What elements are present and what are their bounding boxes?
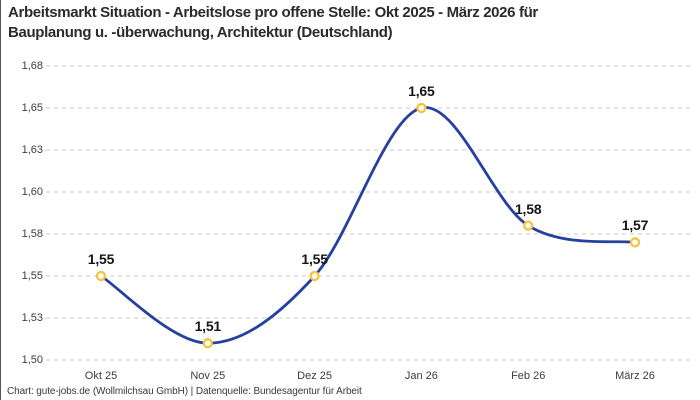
- data-point-marker[interactable]: [629, 237, 641, 248]
- point-value-label: 1,57: [621, 217, 649, 234]
- x-tick-label: Nov 25: [190, 370, 226, 382]
- y-tick-label: 1,65: [21, 102, 43, 114]
- y-tick-label: 1,68: [21, 60, 43, 72]
- y-tick-label: 1,50: [21, 354, 43, 366]
- x-tick-label: März 26: [615, 370, 655, 382]
- point-value-label: 1,58: [514, 200, 542, 217]
- data-point-marker[interactable]: [523, 220, 534, 231]
- chart-title: Arbeitsmarkt Situation - Arbeitslose pro…: [8, 4, 538, 41]
- y-tick-label: 1,60: [21, 186, 43, 198]
- point-value-label: 1,55: [301, 251, 328, 267]
- y-tick-label: 1,58: [21, 228, 43, 240]
- line-series-path: [99, 106, 637, 345]
- window-left-edge: [0, 0, 1, 400]
- point-value-label: 1,51: [194, 318, 222, 335]
- x-tick-label: Dez 25: [297, 370, 333, 382]
- point-value-label: 1,65: [408, 83, 435, 99]
- y-tick-label: 1,53: [21, 312, 43, 324]
- y-tick-label: 1,55: [21, 270, 43, 282]
- data-point-marker[interactable]: [202, 338, 213, 349]
- data-point-marker[interactable]: [95, 270, 107, 282]
- y-tick-label: 1,63: [21, 144, 43, 156]
- data-point-marker[interactable]: [416, 102, 427, 114]
- x-tick-label: Jan 26: [404, 370, 438, 382]
- point-value-label: 1,55: [87, 251, 115, 267]
- data-point-marker[interactable]: [309, 270, 320, 282]
- x-tick-label: Feb 26: [511, 370, 546, 382]
- chart-credit: Chart: gute-jobs.de (Wollmilchsau GmbH) …: [7, 386, 362, 397]
- x-tick-label: Okt 25: [84, 370, 118, 382]
